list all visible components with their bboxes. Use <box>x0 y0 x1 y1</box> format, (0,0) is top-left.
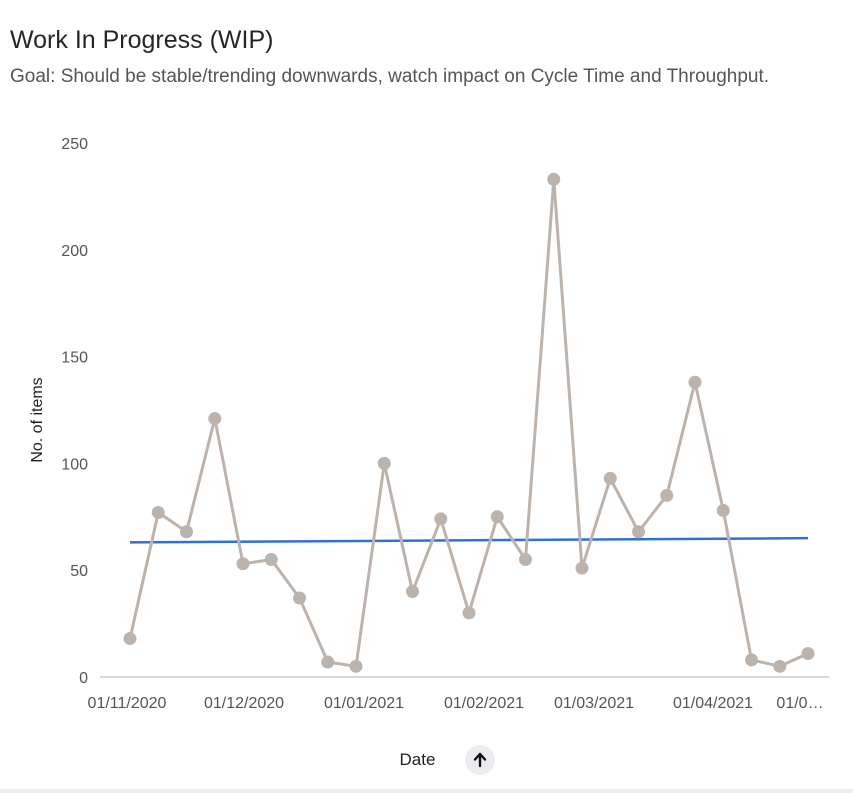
y-tick-label: 200 <box>61 243 88 260</box>
data-point[interactable] <box>236 557 250 571</box>
data-point[interactable] <box>406 585 419 599</box>
x-tick-label: 01/01/2021 <box>324 695 404 712</box>
chart-subtitle: Goal: Should be stable/trending downward… <box>10 66 770 87</box>
data-points <box>123 172 815 673</box>
data-point[interactable] <box>688 375 702 389</box>
data-point[interactable] <box>123 632 137 646</box>
data-point[interactable] <box>773 659 787 673</box>
data-point[interactable] <box>716 503 730 517</box>
data-point[interactable] <box>632 525 645 539</box>
data-point[interactable] <box>321 655 335 669</box>
x-tick-label: 01/02/2021 <box>444 695 524 712</box>
x-tick-label: 01/04/2021 <box>673 695 753 712</box>
data-point[interactable] <box>490 510 504 524</box>
data-point[interactable] <box>519 553 532 567</box>
data-point[interactable] <box>603 471 617 485</box>
data-point[interactable] <box>208 412 222 426</box>
y-tick-label: 250 <box>61 136 88 153</box>
x-tick-label: 01/11/2020 <box>88 695 167 712</box>
data-point[interactable] <box>660 488 674 502</box>
data-point[interactable] <box>180 525 193 539</box>
data-point[interactable] <box>349 659 363 673</box>
y-axis-label: No. of items <box>29 377 46 462</box>
series-line <box>128 177 809 668</box>
x-tick-label: 01/12/2020 <box>204 695 284 712</box>
data-point[interactable] <box>434 512 448 526</box>
y-tick-label: 0 <box>79 670 88 687</box>
data-point[interactable] <box>462 606 476 620</box>
data-point[interactable] <box>745 653 758 667</box>
x-axis: 01/11/2020 01/12/2020 01/01/2021 01/02/2021… <box>88 695 824 712</box>
y-tick-label: 150 <box>61 350 88 367</box>
y-tick-label: 100 <box>61 456 88 473</box>
data-point[interactable] <box>575 561 589 575</box>
data-point[interactable] <box>801 647 815 661</box>
data-point[interactable] <box>293 591 306 605</box>
x-axis-label: Date <box>399 750 436 769</box>
data-point[interactable] <box>547 172 561 186</box>
x-tick-label: 01/03/2021 <box>554 695 634 712</box>
y-tick-label: 50 <box>70 563 88 580</box>
trend-line <box>129 536 809 544</box>
sort-button[interactable] <box>465 745 496 775</box>
bottom-scrollbar <box>0 789 853 793</box>
data-point[interactable] <box>377 456 391 470</box>
page-title: Work In Progress (WIP) <box>10 26 274 54</box>
y-axis: 0 50 100 150 200 250 <box>61 136 88 687</box>
data-point[interactable] <box>151 506 165 520</box>
x-tick-label: 01/0… <box>776 695 823 712</box>
arrow-up-icon <box>474 752 487 768</box>
x-axis-footer: Date <box>0 744 853 776</box>
wip-line-chart: 0 50 100 150 200 250 01/11/2020 01/12/2020 01/0… <box>29 136 829 712</box>
data-point[interactable] <box>264 553 278 567</box>
